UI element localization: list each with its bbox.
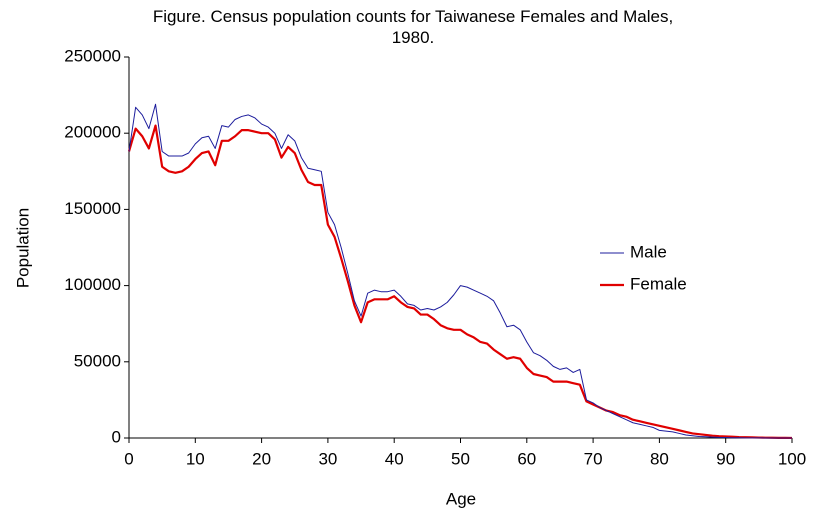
x-tick-label: 40 bbox=[385, 449, 404, 468]
y-tick-label: 0 bbox=[112, 427, 121, 446]
legend-label: Male bbox=[630, 242, 667, 261]
x-tick-label: 80 bbox=[650, 449, 669, 468]
x-tick-label: 60 bbox=[517, 449, 536, 468]
y-tick-label: 200000 bbox=[64, 123, 121, 142]
y-tick-label: 50000 bbox=[74, 351, 121, 370]
y-tick-label: 250000 bbox=[64, 46, 121, 65]
x-tick-label: 70 bbox=[584, 449, 603, 468]
x-tick-label: 20 bbox=[252, 449, 271, 468]
line-male bbox=[128, 103, 792, 439]
x-tick-label: 0 bbox=[124, 449, 133, 468]
x-tick-label: 10 bbox=[186, 449, 205, 468]
x-tick-label: 50 bbox=[451, 449, 470, 468]
legend-label: Female bbox=[630, 274, 687, 293]
x-axis-label: Age bbox=[446, 489, 476, 508]
y-tick-label: 100000 bbox=[64, 275, 121, 294]
line-female bbox=[127, 124, 793, 440]
x-tick-label: 30 bbox=[318, 449, 337, 468]
x-tick-label: 90 bbox=[716, 449, 735, 468]
y-tick-label: 150000 bbox=[64, 199, 121, 218]
x-tick-label: 100 bbox=[778, 449, 806, 468]
chart-title: Figure. Census population counts for Tai… bbox=[152, 7, 674, 47]
y-axis-label: Population bbox=[13, 208, 32, 288]
